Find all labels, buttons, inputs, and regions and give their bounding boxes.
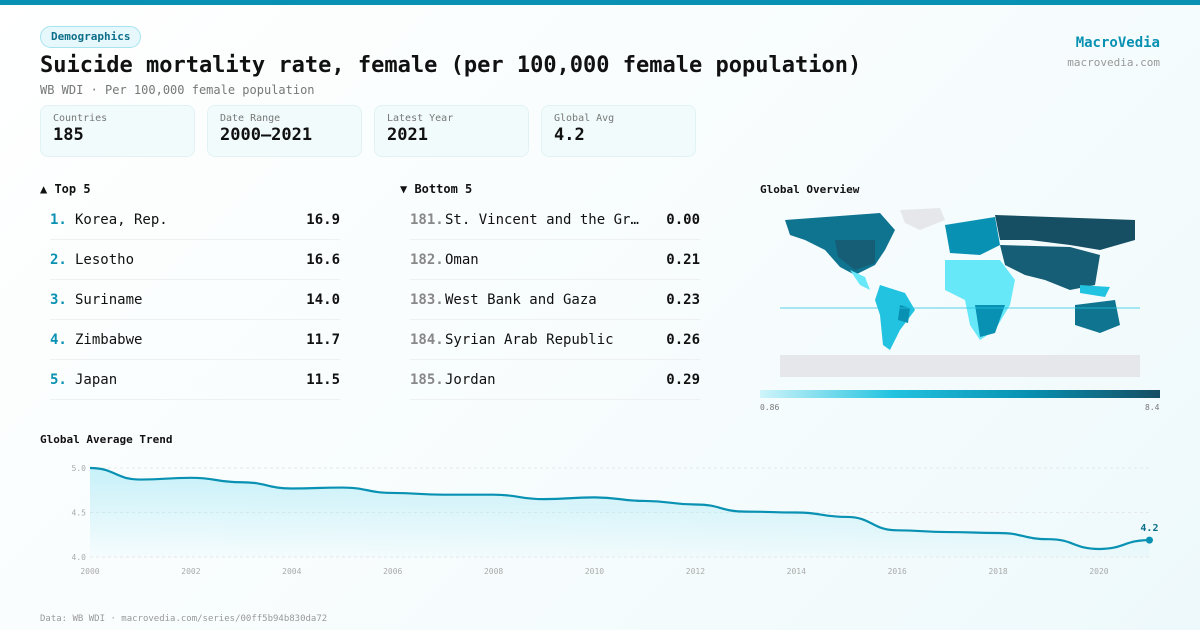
y-tick-label: 4.0 [72, 553, 87, 562]
country-name: Syrian Arab Republic [445, 331, 614, 348]
brand-url[interactable]: macrovedia.com [1067, 56, 1160, 69]
legend-max: 8.4 [1145, 403, 1160, 412]
trend-area [90, 468, 1150, 557]
y-tick-label: 4.5 [72, 509, 87, 518]
footer-source: Data: WB WDI · macrovedia.com/series/00f… [40, 614, 328, 624]
trend-chart[interactable]: 5.0 4.5 4.0 2000 2002 2004 2006 2008 2010 2012 201… [0, 450, 1200, 580]
ranking-row[interactable]: 185. Jordan 0.29 [410, 360, 700, 400]
brand-name[interactable]: MacroVedia [1075, 35, 1160, 51]
page-subtitle: WB WDI · Per 100,000 female population [40, 83, 315, 97]
x-tick-label: 2004 [282, 567, 301, 576]
country-value: 16.6 [306, 251, 340, 268]
country-name: Oman [445, 251, 479, 268]
x-tick-label: 2018 [988, 567, 1007, 576]
world-map[interactable] [780, 205, 1140, 380]
country-name: Zimbabwe [75, 331, 143, 348]
rank-number: 181. [410, 211, 444, 228]
category-tag[interactable]: Demographics [40, 26, 142, 48]
country-value: 0.23 [666, 291, 700, 308]
rank-number: 2. [50, 251, 67, 268]
europe [945, 217, 1000, 255]
ranking-row[interactable]: 183. West Bank and Gaza 0.23 [410, 280, 700, 320]
ranking-row[interactable]: 1. Korea, Rep. 16.9 [50, 200, 340, 240]
country-value: 0.26 [666, 331, 700, 348]
stat-value: 4.2 [554, 125, 585, 145]
stat-label: Countries [53, 113, 108, 124]
rank-number: 184. [410, 331, 444, 348]
country-name: West Bank and Gaza [445, 291, 597, 308]
stat-value: 2000–2021 [220, 125, 313, 145]
country-name: St. Vincent and the Grenadines [445, 211, 666, 228]
stat-latest-year: Latest Year 2021 [374, 105, 529, 157]
top-5-heading: ▲ Top 5 [40, 182, 91, 196]
ranking-row[interactable]: 2. Lesotho 16.6 [50, 240, 340, 280]
ranking-row[interactable]: 182. Oman 0.21 [410, 240, 700, 280]
southern-africa [975, 305, 1005, 337]
ranking-row[interactable]: 4. Zimbabwe 11.7 [50, 320, 340, 360]
x-tick-label: 2016 [888, 567, 907, 576]
country-value: 11.5 [306, 371, 340, 388]
x-tick-label: 2006 [383, 567, 402, 576]
stat-countries: Countries 185 [40, 105, 195, 157]
ranking-row[interactable]: 3. Suriname 14.0 [50, 280, 340, 320]
x-tick-label: 2000 [80, 567, 99, 576]
x-tick-label: 2002 [181, 567, 200, 576]
x-tick-label: 2020 [1089, 567, 1108, 576]
x-tick-label: 2012 [686, 567, 705, 576]
page-title: Suicide mortality rate, female (per 100,… [40, 53, 862, 78]
country-name: Jordan [445, 371, 496, 388]
ranking-row[interactable]: 184. Syrian Arab Republic 0.26 [410, 320, 700, 360]
rank-number: 5. [50, 371, 67, 388]
country-value: 14.0 [306, 291, 340, 308]
stat-value: 2021 [387, 125, 428, 145]
x-tick-label: 2014 [787, 567, 806, 576]
country-value: 16.9 [306, 211, 340, 228]
rank-number: 4. [50, 331, 67, 348]
rank-number: 183. [410, 291, 444, 308]
y-tick-label: 5.0 [72, 464, 87, 473]
data-point [1145, 536, 1153, 544]
asia [1000, 245, 1100, 290]
trend-title: Global Average Trend [40, 433, 173, 446]
stat-date-range: Date Range 2000–2021 [207, 105, 362, 157]
country-value: 0.21 [666, 251, 700, 268]
central-america [850, 270, 870, 290]
map-color-legend [760, 390, 1160, 398]
usa [835, 240, 875, 270]
ranking-row[interactable]: 181.St. Vincent and the Grenadines0.00 [410, 200, 700, 240]
rank-number: 185. [410, 371, 444, 388]
trend-line [89, 466, 1150, 551]
stat-label: Latest Year [387, 113, 454, 124]
map-title: Global Overview [760, 183, 860, 196]
last-value-label: 4.2 [1140, 523, 1158, 534]
bottom-5-heading: ▼ Bottom 5 [400, 182, 473, 196]
stat-value: 185 [53, 125, 84, 145]
stat-global-avg: Global Avg 4.2 [541, 105, 696, 157]
top-accent-bar [0, 0, 1200, 5]
south-america [875, 285, 915, 350]
stat-label: Date Range [220, 113, 281, 124]
country-name: Korea, Rep. [75, 211, 168, 228]
southeast-asia [1080, 285, 1110, 297]
antarctica [780, 355, 1140, 377]
greenland [900, 208, 945, 230]
country-name: Suriname [75, 291, 143, 308]
brazil-region [898, 305, 910, 323]
country-value: 0.29 [666, 371, 700, 388]
country-value: 11.7 [306, 331, 340, 348]
ranking-row[interactable]: 5. Japan 11.5 [50, 360, 340, 400]
australia [1075, 300, 1120, 333]
x-tick-label: 2008 [484, 567, 503, 576]
country-name: Japan [75, 371, 118, 388]
rank-number: 1. [50, 211, 67, 228]
stat-label: Global Avg [554, 113, 615, 124]
x-tick-label: 2010 [585, 567, 604, 576]
country-name: Lesotho [75, 251, 135, 268]
russia [995, 215, 1135, 250]
country-value: 0.00 [666, 211, 700, 228]
rank-number: 182. [410, 251, 444, 268]
rank-number: 3. [50, 291, 67, 308]
legend-min: 0.86 [760, 403, 780, 412]
